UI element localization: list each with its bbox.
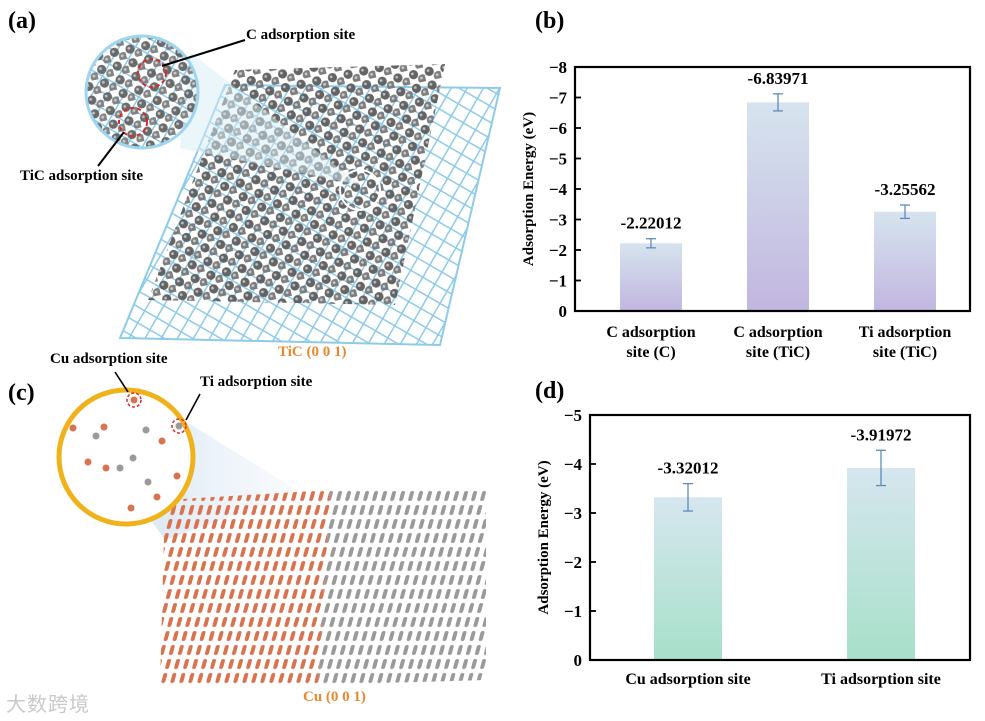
ytick-label-d-3: −3 — [564, 504, 582, 523]
bar-d-1 — [847, 467, 915, 660]
ti-adsorption-site-label: Ti adsorption site — [200, 374, 313, 390]
ytick-label-b-0: 0 — [559, 302, 568, 321]
category-label-b-1-1: site (TiC) — [746, 344, 810, 361]
tic-adsorption-site-label: TiC adsorption site — [20, 168, 144, 184]
ti-lattice — [318, 490, 486, 685]
plot-frame-d — [588, 413, 972, 662]
cu-structure-illustration — [56, 371, 486, 685]
data-label-b-2: -3.25562 — [875, 180, 936, 199]
data-label-b-0: -2.22012 — [621, 214, 682, 233]
ytick-label-b-2: −2 — [549, 241, 567, 260]
data-label-d-0: -3.32012 — [658, 459, 719, 478]
ytick-label-b-5: −5 — [549, 150, 567, 169]
category-label-b-2-1: site (TiC) — [873, 344, 937, 361]
category-label-d-0-0: Cu adsorption site — [625, 671, 750, 688]
highlight-region — [339, 169, 381, 211]
y-axis-label-b: Adsorption Energy (eV) — [521, 112, 537, 266]
ytick-label-b-8: −8 — [549, 58, 567, 77]
ti-site-marker — [171, 418, 187, 434]
bar-b-2 — [874, 211, 936, 311]
ytick-label-d-5: −5 — [564, 406, 582, 425]
cu-lattice — [160, 490, 330, 685]
panel-label-c: (c) — [8, 380, 35, 406]
ytick-label-b-7: −7 — [549, 89, 568, 108]
data-label-d-1: -3.91972 — [851, 425, 912, 444]
ytick-label-d-1: −1 — [564, 602, 582, 621]
bar-b-0 — [620, 243, 682, 311]
cu-adsorption-site-label: Cu adsorption site — [50, 351, 168, 367]
panel-label-d: (d) — [535, 378, 565, 404]
tic-surface-label: TiC (0 0 1) — [278, 344, 347, 360]
magnifier-circle — [84, 34, 200, 150]
ytick-label-b-3: −3 — [549, 211, 567, 230]
c-site-marker — [137, 58, 167, 88]
category-label-d-1-0: Ti adsorption site — [821, 671, 941, 688]
category-label-b-2-0: Ti adsorption — [859, 324, 952, 341]
watermark: 大数跨境 — [6, 692, 90, 716]
ytick-label-b-4: −4 — [549, 180, 568, 199]
bar-b-1 — [747, 102, 809, 311]
category-label-b-0-0: C adsorption — [606, 324, 695, 341]
y-axis-label-d: Adsorption Energy (eV) — [536, 460, 552, 614]
ytick-label-b-6: −6 — [549, 119, 567, 138]
panel-label-b: (b) — [535, 8, 565, 34]
tic-structure-illustration — [84, 34, 502, 347]
cu-site-marker — [126, 392, 142, 408]
category-label-b-0-1: site (C) — [626, 344, 675, 361]
ytick-label-d-0: 0 — [574, 651, 583, 670]
ytick-label-d-2: −2 — [564, 553, 582, 572]
data-label-b-1: -6.83971 — [748, 69, 809, 88]
c-adsorption-site-label: C adsorption site — [246, 27, 356, 43]
tic-site-marker — [118, 107, 148, 137]
ytick-label-d-4: −4 — [564, 455, 583, 474]
cu-surface-label: Cu (0 0 1) — [303, 689, 366, 705]
category-label-b-1-0: C adsorption — [733, 324, 822, 341]
zoom-atoms — [69, 396, 183, 512]
ytick-label-b-1: −1 — [549, 272, 567, 291]
bar-d-0 — [654, 497, 722, 660]
panel-label-a: (a) — [8, 8, 36, 34]
